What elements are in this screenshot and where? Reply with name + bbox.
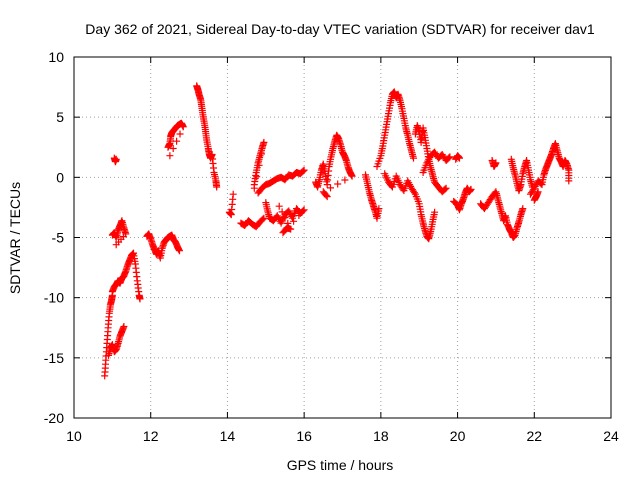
data-point (179, 123, 187, 131)
data-point (441, 185, 449, 193)
data-point (467, 185, 475, 193)
chart-title: Day 362 of 2021, Sidereal Day-to-day VTE… (85, 21, 595, 37)
data-point (492, 159, 500, 167)
data-point (260, 138, 268, 146)
y-tick-label: 0 (56, 169, 64, 185)
data-point (341, 176, 349, 184)
data-point (169, 145, 177, 152)
data-point (281, 214, 289, 222)
x-tick-label: 24 (603, 428, 619, 444)
data-point (300, 206, 308, 214)
data-point (112, 241, 120, 249)
data-point (255, 161, 263, 169)
data-point (431, 208, 439, 216)
y-tick-label: 10 (48, 49, 64, 65)
data-point (537, 180, 545, 188)
x-tick-label: 14 (220, 428, 236, 444)
data-point (213, 183, 221, 191)
y-tick-label: -10 (44, 290, 64, 306)
data-point (442, 184, 450, 192)
y-tick-label: -5 (52, 230, 65, 246)
data-point (456, 154, 463, 162)
data-point (295, 212, 303, 219)
data-point (250, 184, 258, 192)
x-tick-label: 20 (450, 428, 466, 444)
data-point (166, 152, 174, 160)
x-axis-label: GPS time / hours (287, 457, 394, 473)
x-tick-label: 16 (296, 428, 312, 444)
data-point (253, 173, 261, 181)
y-tick-label: -20 (44, 410, 64, 426)
data-point (410, 154, 417, 162)
data-point (287, 225, 295, 233)
data-point (136, 295, 144, 303)
data-point (176, 130, 184, 138)
data-point (229, 190, 237, 198)
data-point (278, 208, 286, 216)
data-point (300, 166, 308, 174)
data-point (258, 150, 265, 158)
data-point (322, 191, 330, 199)
data-point (565, 177, 573, 185)
y-axis-label: SDTVAR / TECUs (7, 182, 23, 294)
data-point (519, 205, 527, 213)
data-point (112, 155, 120, 163)
data-points (101, 82, 573, 380)
data-point (375, 205, 383, 213)
data-point (327, 184, 334, 192)
data-point (290, 217, 298, 225)
data-point (284, 219, 292, 227)
chart-grid (74, 57, 611, 418)
data-point (334, 180, 342, 188)
data-point (445, 154, 453, 162)
data-point (259, 215, 267, 223)
x-tick-label: 22 (526, 428, 542, 444)
data-point (299, 167, 307, 175)
data-point (323, 193, 331, 201)
y-tick-label: -15 (44, 350, 64, 366)
data-point (410, 189, 418, 197)
x-tick-label: 12 (143, 428, 159, 444)
data-point (446, 153, 454, 161)
data-point (299, 207, 307, 215)
data-point (534, 188, 542, 196)
data-point (173, 137, 181, 145)
y-tick-label: 5 (56, 109, 64, 125)
data-point (176, 247, 183, 255)
chart-ticks: 10 12 14 16 18 20 22 24 -20 -15 -10 -5 0 5 10 (44, 49, 619, 444)
data-point (348, 172, 356, 180)
x-tick-label: 18 (373, 428, 389, 444)
data-point (275, 202, 283, 210)
plot-frame (73, 56, 612, 419)
data-point (120, 323, 128, 330)
x-tick-label: 10 (66, 428, 82, 444)
